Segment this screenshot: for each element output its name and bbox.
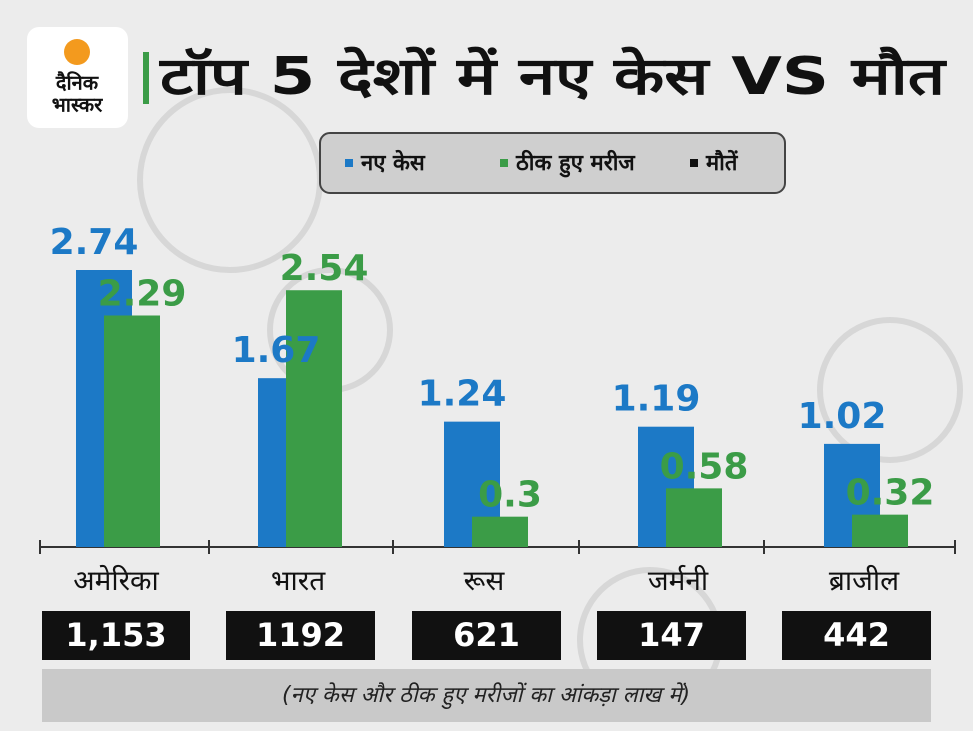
- chart-title: टॉप 5 देशों में नए केस VS मौत: [159, 46, 948, 107]
- value-label: 2.54: [280, 248, 369, 289]
- value-label: 1.67: [232, 330, 321, 371]
- death-label: 442: [823, 616, 890, 654]
- bar: [852, 514, 908, 547]
- death-box: [412, 611, 561, 660]
- bar: [286, 290, 342, 547]
- x-tick-label: जर्मनी: [648, 564, 709, 597]
- value-label: 1.19: [612, 379, 701, 420]
- legend-box: [319, 132, 786, 194]
- death-box: [226, 611, 375, 660]
- legend-swatch: [690, 159, 698, 167]
- legend-label: नए केस: [360, 149, 426, 176]
- x-tick-label: अमेरिका: [73, 564, 159, 597]
- death-label: 1192: [256, 616, 345, 654]
- title-accent: [143, 52, 149, 104]
- value-label: 1.24: [418, 374, 507, 415]
- legend-label: मौतें: [705, 149, 739, 176]
- death-box: [597, 611, 746, 660]
- value-label: 2.74: [50, 222, 139, 263]
- note: (नए केस और ठीक हुए मरीजों का आंकड़ा लाख …: [282, 682, 690, 709]
- logo-sun: [64, 39, 90, 65]
- value-label: 2.29: [98, 273, 187, 314]
- bar: [104, 315, 160, 547]
- x-tick-label: रूस: [464, 564, 506, 597]
- death-label: 1,153: [65, 616, 166, 654]
- bar: [666, 488, 722, 547]
- x-tick-label: भारत: [271, 564, 326, 597]
- death-label: 147: [638, 616, 705, 654]
- legend-swatch: [500, 159, 508, 167]
- logo-text: दैनिक: [55, 71, 100, 95]
- death-box: [782, 611, 931, 660]
- note-box: [42, 669, 931, 722]
- value-label: 0.58: [660, 446, 749, 487]
- x-tick-label: ब्राजील: [829, 564, 900, 597]
- value-label: 0.32: [846, 473, 935, 514]
- bar: [472, 516, 528, 547]
- legend-label: ठीक हुए मरीज: [515, 149, 636, 178]
- logo-box: [27, 27, 128, 128]
- death-box: [42, 611, 190, 660]
- legend-swatch: [345, 159, 353, 167]
- logo-text: भास्कर: [52, 93, 103, 117]
- value-label: 0.3: [478, 475, 542, 516]
- value-label: 1.02: [798, 396, 887, 437]
- death-label: 621: [453, 616, 520, 654]
